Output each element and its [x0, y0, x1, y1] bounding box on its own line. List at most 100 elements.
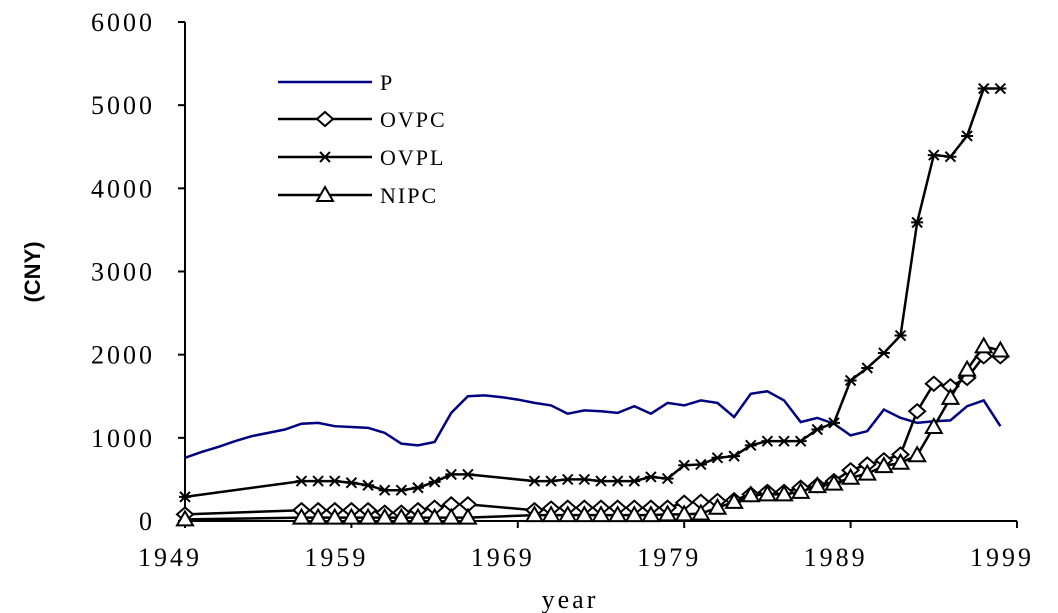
- marker-asterisk: [179, 491, 191, 503]
- marker-diamond: [924, 375, 944, 393]
- marker-asterisk: [861, 362, 874, 374]
- marker-triangle: [325, 507, 345, 525]
- marker-triangle: [857, 463, 877, 481]
- marker-asterisk: [894, 329, 907, 342]
- marker-triangle: [291, 507, 312, 525]
- marker-asterisk: [611, 475, 624, 487]
- marker-triangle: [408, 507, 428, 525]
- marker-asterisk: [694, 458, 707, 471]
- marker-asterisk: [961, 130, 974, 142]
- marker-triangle: [840, 467, 861, 485]
- marker-asterisk: [345, 477, 358, 489]
- x-tick-label: 1999: [970, 543, 1034, 572]
- marker-triangle: [308, 507, 328, 525]
- marker-diamond: [907, 402, 927, 420]
- marker-asterisk: [395, 484, 408, 496]
- marker-asterisk: [744, 439, 757, 452]
- x-tick-label: 1969: [471, 543, 535, 572]
- marker-triangle: [557, 505, 578, 523]
- x-tick-label: 1979: [637, 543, 701, 572]
- marker-asterisk: [844, 374, 857, 387]
- marker-triangle: [707, 497, 728, 515]
- marker-triangle: [957, 359, 977, 377]
- marker-triangle: [607, 505, 628, 523]
- y-axis-label: (CNY): [20, 241, 45, 302]
- marker-triangle: [391, 507, 412, 525]
- marker-asterisk: [711, 452, 724, 464]
- legend-label: OVPL: [380, 145, 445, 170]
- marker-asterisk: [561, 473, 574, 486]
- marker-asterisk: [728, 450, 741, 462]
- x-tick-label: 1959: [304, 543, 368, 572]
- marker-triangle: [874, 456, 894, 474]
- marker-triangle: [358, 507, 378, 525]
- marker-triangle: [757, 484, 778, 502]
- y-tick-label: 3000: [91, 258, 155, 287]
- marker-asterisk: [319, 151, 331, 163]
- marker-asterisk: [911, 216, 924, 229]
- marker-asterisk: [794, 435, 807, 447]
- marker-asterisk: [977, 82, 990, 95]
- y-tick-label: 6000: [91, 8, 155, 37]
- y-tick-label: 2000: [91, 341, 155, 370]
- marker-asterisk: [644, 471, 657, 483]
- legend-label: P: [380, 70, 394, 95]
- marker-diamond: [315, 110, 335, 128]
- marker-asterisk: [678, 459, 691, 471]
- marker-triangle: [458, 507, 478, 525]
- marker-asterisk: [944, 151, 957, 163]
- marker-triangle: [724, 491, 744, 509]
- marker-triangle: [691, 503, 711, 521]
- y-tick-label: 4000: [91, 174, 155, 203]
- marker-asterisk: [761, 435, 774, 447]
- legend-label: OVPC: [380, 107, 447, 132]
- marker-triangle: [524, 505, 545, 523]
- marker-triangle: [574, 505, 595, 523]
- marker-triangle: [890, 452, 911, 470]
- series-line: [184, 87, 1001, 499]
- marker-triangle: [175, 509, 195, 527]
- marker-triangle: [441, 507, 461, 525]
- marker-triangle: [624, 505, 645, 523]
- marker-asterisk: [528, 475, 541, 487]
- y-tick-label: 1000: [91, 424, 155, 453]
- marker-triangle: [657, 504, 678, 522]
- marker-asterisk: [994, 82, 1007, 95]
- marker-asterisk: [378, 484, 391, 496]
- marker-triangle: [924, 417, 944, 435]
- marker-triangle: [774, 484, 794, 502]
- marker-asterisk: [445, 468, 458, 481]
- marker-triangle: [374, 507, 395, 525]
- marker-asterisk: [411, 482, 424, 494]
- series-line: [184, 389, 1002, 459]
- marker-triangle: [940, 387, 961, 405]
- series-line: [184, 355, 1001, 516]
- x-tick-label: 1949: [138, 543, 202, 572]
- x-tick-label: 1989: [804, 543, 868, 572]
- marker-asterisk: [778, 435, 791, 447]
- marker-triangle: [807, 476, 828, 494]
- marker-triangle: [541, 505, 561, 523]
- marker-triangle: [973, 336, 994, 354]
- marker-asterisk: [461, 468, 474, 481]
- marker-asterisk: [927, 149, 940, 161]
- marker-asterisk: [295, 475, 308, 487]
- marker-triangle: [591, 505, 611, 523]
- marker-triangle: [824, 473, 844, 491]
- marker-asterisk: [312, 475, 325, 487]
- marker-asterisk: [595, 475, 607, 487]
- marker-triangle: [424, 507, 445, 525]
- marker-asterisk: [428, 476, 441, 488]
- y-tick-label: 5000: [91, 91, 155, 120]
- marker-triangle: [990, 340, 1011, 358]
- marker-triangle: [790, 481, 811, 499]
- marker-triangle: [907, 445, 927, 463]
- marker-asterisk: [827, 417, 840, 429]
- marker-triangle: [674, 504, 694, 522]
- marker-asterisk: [362, 479, 375, 491]
- marker-triangle: [641, 505, 661, 523]
- marker-triangle: [341, 507, 362, 525]
- marker-asterisk: [811, 423, 824, 436]
